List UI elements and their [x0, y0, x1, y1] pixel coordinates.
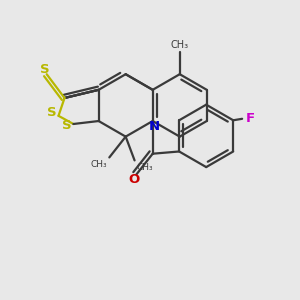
Text: CH₃: CH₃: [90, 160, 107, 169]
Text: S: S: [47, 106, 57, 119]
Text: CH₃: CH₃: [136, 163, 153, 172]
Text: CH₃: CH₃: [171, 40, 189, 50]
Text: S: S: [62, 119, 72, 132]
Text: S: S: [40, 63, 50, 76]
Text: F: F: [246, 112, 255, 125]
Text: O: O: [128, 173, 140, 186]
Text: N: N: [148, 120, 160, 133]
